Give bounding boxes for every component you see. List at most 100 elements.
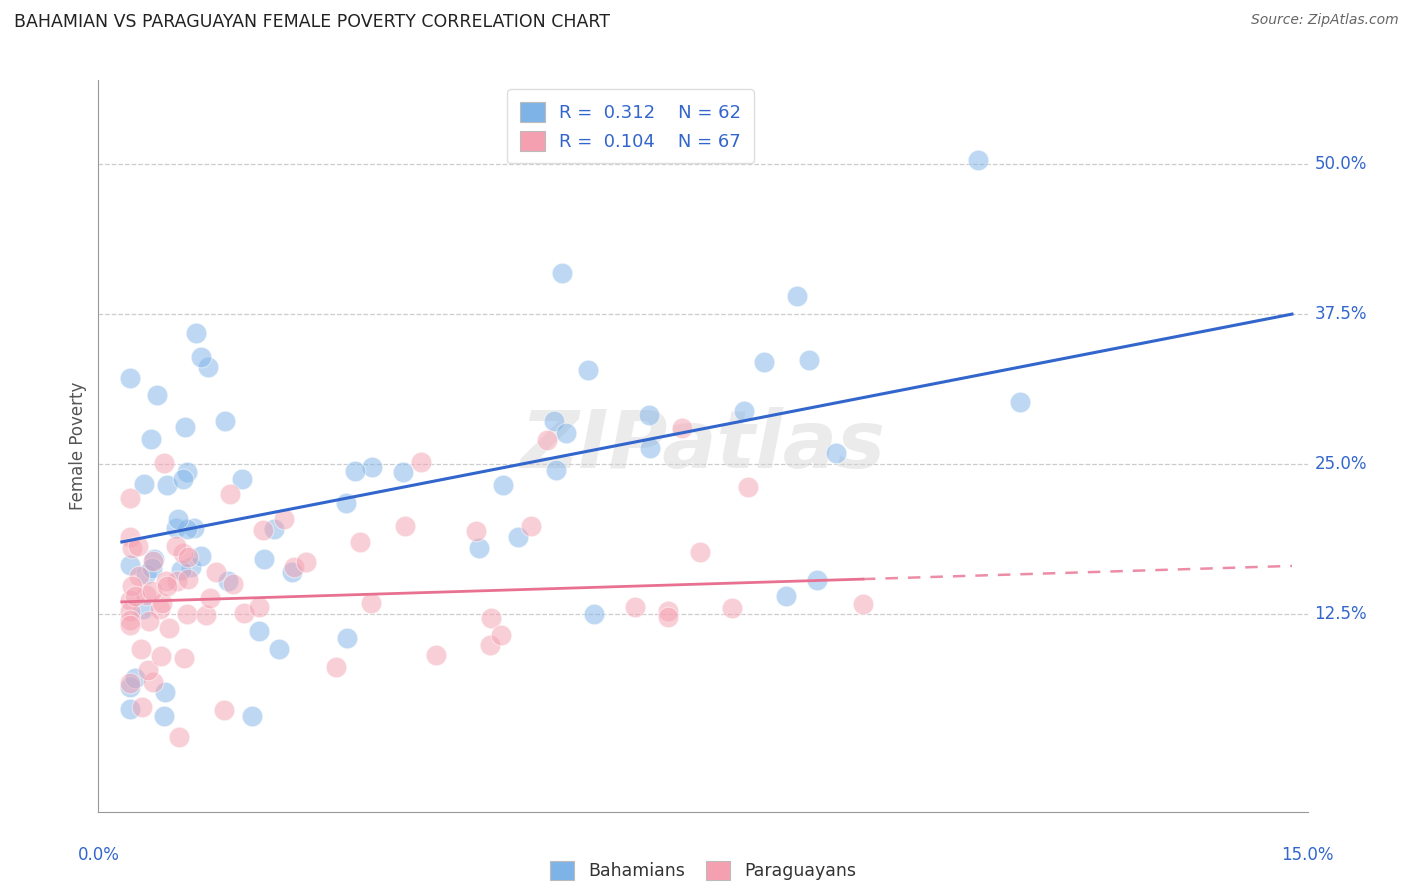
Point bbox=[325, 660, 347, 674]
Point bbox=[172, 546, 194, 560]
Point bbox=[966, 153, 988, 167]
Point bbox=[142, 552, 165, 566]
Point bbox=[281, 566, 304, 580]
Point bbox=[657, 609, 679, 624]
Point bbox=[170, 563, 193, 577]
Point bbox=[134, 477, 156, 491]
Point bbox=[177, 572, 200, 586]
Point bbox=[578, 363, 600, 377]
Point bbox=[139, 432, 162, 446]
Point bbox=[165, 539, 187, 553]
Point bbox=[786, 289, 808, 303]
Point bbox=[478, 638, 501, 652]
Point bbox=[425, 648, 447, 662]
Point bbox=[212, 703, 235, 717]
Point bbox=[190, 350, 212, 364]
Point bbox=[176, 607, 198, 622]
Point bbox=[141, 584, 163, 599]
Point bbox=[142, 675, 165, 690]
Legend: Bahamians, Paraguayans: Bahamians, Paraguayans bbox=[543, 854, 863, 888]
Point bbox=[157, 621, 180, 635]
Point bbox=[520, 519, 543, 533]
Point bbox=[156, 477, 179, 491]
Point bbox=[733, 404, 755, 418]
Point bbox=[252, 523, 274, 537]
Point bbox=[149, 648, 172, 663]
Text: 37.5%: 37.5% bbox=[1315, 305, 1367, 323]
Point bbox=[391, 466, 413, 480]
Point bbox=[194, 607, 217, 622]
Point bbox=[198, 591, 221, 605]
Point bbox=[671, 421, 693, 435]
Point bbox=[155, 574, 177, 588]
Point bbox=[174, 419, 197, 434]
Point bbox=[118, 618, 141, 632]
Point bbox=[190, 549, 212, 564]
Point bbox=[240, 708, 263, 723]
Point bbox=[219, 487, 242, 501]
Point bbox=[479, 610, 502, 624]
Point bbox=[146, 388, 169, 402]
Point bbox=[852, 597, 875, 611]
Point bbox=[360, 596, 382, 610]
Point bbox=[775, 589, 797, 603]
Point bbox=[128, 569, 150, 583]
Point bbox=[138, 615, 160, 629]
Point bbox=[118, 530, 141, 544]
Point bbox=[233, 606, 256, 620]
Point bbox=[135, 567, 157, 582]
Point bbox=[465, 524, 488, 538]
Point bbox=[166, 574, 188, 589]
Text: 0.0%: 0.0% bbox=[77, 846, 120, 863]
Point bbox=[176, 522, 198, 536]
Point bbox=[797, 353, 820, 368]
Point bbox=[721, 601, 744, 615]
Point bbox=[167, 731, 190, 745]
Point bbox=[172, 472, 194, 486]
Point bbox=[217, 574, 239, 589]
Point bbox=[506, 530, 529, 544]
Point bbox=[183, 521, 205, 535]
Point bbox=[176, 465, 198, 479]
Point bbox=[127, 540, 149, 554]
Point bbox=[273, 512, 295, 526]
Text: 25.0%: 25.0% bbox=[1315, 455, 1367, 473]
Point bbox=[135, 588, 157, 602]
Point bbox=[150, 596, 173, 610]
Point bbox=[247, 624, 270, 638]
Point bbox=[657, 604, 679, 618]
Point bbox=[824, 446, 846, 460]
Point bbox=[141, 560, 163, 574]
Point bbox=[409, 455, 432, 469]
Point bbox=[267, 642, 290, 657]
Point bbox=[623, 599, 645, 614]
Point bbox=[132, 602, 155, 616]
Point bbox=[343, 464, 366, 478]
Point bbox=[492, 478, 515, 492]
Point bbox=[205, 565, 228, 579]
Point bbox=[129, 642, 152, 657]
Point bbox=[155, 685, 177, 699]
Point bbox=[394, 519, 416, 533]
Point bbox=[491, 628, 513, 642]
Point bbox=[637, 408, 659, 422]
Point bbox=[551, 266, 574, 280]
Point bbox=[167, 512, 190, 526]
Point bbox=[554, 425, 576, 440]
Point bbox=[214, 414, 236, 428]
Point bbox=[197, 359, 219, 374]
Point bbox=[468, 541, 491, 555]
Point bbox=[186, 326, 208, 340]
Point bbox=[689, 545, 711, 559]
Point bbox=[336, 631, 359, 645]
Point bbox=[543, 414, 565, 428]
Point bbox=[118, 558, 141, 573]
Point bbox=[142, 554, 165, 568]
Point bbox=[173, 651, 195, 665]
Point bbox=[349, 535, 371, 549]
Point bbox=[737, 480, 759, 494]
Text: Source: ZipAtlas.com: Source: ZipAtlas.com bbox=[1251, 13, 1399, 28]
Point bbox=[155, 579, 177, 593]
Point bbox=[153, 708, 176, 723]
Point bbox=[638, 441, 661, 455]
